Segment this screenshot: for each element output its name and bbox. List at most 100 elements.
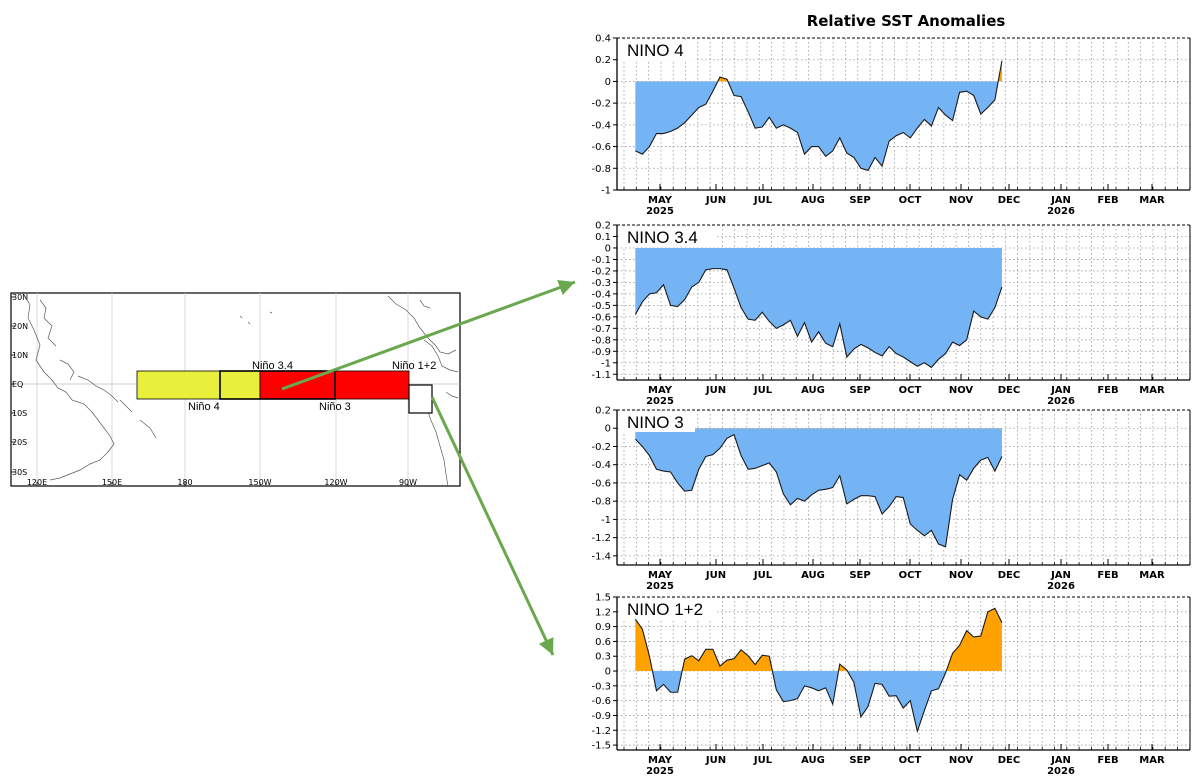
- series-area: [635, 60, 1003, 172]
- y-tick-label: -0.3: [591, 278, 611, 289]
- map-coastline: [445, 391, 459, 399]
- x-tick-label: NOV: [949, 385, 974, 396]
- x-tick-label: AUG: [801, 385, 825, 396]
- x-tick-label: MAR: [1139, 195, 1165, 206]
- map-lon-label: 120W: [324, 478, 347, 487]
- negative-anomaly-area: [635, 247, 1002, 368]
- panel-label-bg: [619, 599, 715, 619]
- y-tick-label: -0.6: [591, 696, 611, 707]
- x-tick-label: JUN: [705, 755, 726, 766]
- nino34-region: [219, 370, 336, 400]
- y-tick-label: -0.7: [591, 324, 611, 335]
- y-tick-label: -0.8: [591, 497, 611, 508]
- x-tick-label: DEC: [998, 385, 1020, 396]
- map-coastline: [119, 399, 133, 413]
- year-label: 2026: [1047, 206, 1075, 217]
- map-coastline: [139, 419, 157, 439]
- y-tick-label: -0.6: [591, 142, 611, 153]
- y-tick-label: 1.5: [595, 593, 611, 604]
- x-tick-label: SEP: [849, 570, 870, 581]
- x-tick-label: OCT: [899, 385, 922, 396]
- y-tick-label: -1.2: [591, 533, 611, 544]
- panel-label: NINO 4: [627, 41, 684, 60]
- negative-anomaly-area: [635, 671, 1002, 732]
- x-tick-label: MAY: [648, 570, 673, 581]
- y-tick-label: 0.2: [595, 221, 611, 232]
- x-tick-label: SEP: [849, 385, 870, 396]
- x-tick-label: JUN: [705, 385, 726, 396]
- map-lon-label: 180: [177, 478, 192, 487]
- y-tick-label: -0.6: [591, 478, 611, 489]
- x-tick-label: JAN: [1050, 755, 1071, 766]
- x-tick-label: DEC: [998, 570, 1020, 581]
- map-coastline: [39, 299, 57, 347]
- arrow-line: [430, 396, 555, 656]
- x-tick-label: SEP: [849, 195, 870, 206]
- x-tick-label: MAY: [648, 195, 673, 206]
- panel-label: NINO 1+2: [627, 600, 703, 619]
- x-tick-label: OCT: [899, 755, 922, 766]
- x-tick-label: DEC: [998, 195, 1020, 206]
- x-tick-label: MAY: [648, 755, 673, 766]
- x-tick-label: OCT: [899, 570, 922, 581]
- series-area: [634, 607, 1003, 734]
- year-label: 2025: [646, 581, 674, 592]
- series-line: [634, 433, 1003, 548]
- x-tick-label: NOV: [949, 570, 974, 581]
- x-tick-label: OCT: [899, 195, 922, 206]
- chart-panel: 0.4 0.2 0 -0.2 -0.4 -0.6 -0.8 -1 MAY JUN JUL AUG SEP…: [591, 34, 1191, 217]
- panel-label-bg: [619, 40, 695, 60]
- series-line: [634, 607, 1003, 734]
- y-tick-label: -1.1: [591, 370, 611, 381]
- y-tick-label: -1: [601, 186, 611, 197]
- map-region-label: Niño 3.4: [252, 360, 293, 372]
- year-label: 2025: [646, 206, 674, 217]
- map-lon-label: 150W: [248, 478, 271, 487]
- map-lat-label: 30N: [12, 293, 28, 302]
- x-tick-label: JUN: [705, 570, 726, 581]
- x-tick-label: DEC: [998, 755, 1020, 766]
- map-lon-label: 150E: [102, 478, 122, 487]
- year-label: 2025: [646, 396, 674, 407]
- y-tick-label: 0.4: [595, 34, 611, 45]
- x-tick-label: JUN: [705, 195, 726, 206]
- panel-label-bg: [619, 412, 695, 432]
- x-tick-label: JUL: [753, 385, 773, 396]
- y-tick-label: 0.9: [595, 622, 611, 633]
- x-tick-label: JUL: [753, 755, 773, 766]
- panel-label: NINO 3: [627, 413, 684, 432]
- map-coastline: [423, 339, 459, 373]
- series-area: [634, 428, 1003, 548]
- map-region-label: Niño 4: [188, 401, 220, 413]
- x-tick-label: JUL: [753, 570, 773, 581]
- figure-title: Relative SST Anomalies: [807, 12, 1006, 30]
- chart-panel: 0.20.10-0.1-0.2-0.3-0.4-0.5-0.6-0.7-0.8-…: [591, 221, 1191, 407]
- x-tick-label: MAR: [1139, 755, 1165, 766]
- x-tick-label: AUG: [801, 755, 825, 766]
- y-tick-label: -0.4: [591, 289, 611, 300]
- nino4-region: [136, 370, 261, 400]
- arrows: [281, 279, 576, 656]
- map-region-label: Niño 1+2: [392, 360, 436, 372]
- arrow-head: [557, 279, 575, 296]
- map-lon-label: 90W: [399, 478, 417, 487]
- year-label: 2026: [1047, 396, 1075, 407]
- x-tick-label: AUG: [801, 570, 825, 581]
- map-coastline: [239, 315, 243, 319]
- x-tick-label: FEB: [1097, 385, 1118, 396]
- y-tick-label: -0.4: [591, 460, 611, 471]
- x-tick-label: NOV: [949, 755, 974, 766]
- x-tick-label: JUL: [753, 195, 773, 206]
- map-coastline: [247, 321, 251, 325]
- chart-panel: 1.5 1.2 0.9 0.6 0.3 0 -0.3 -0.6 -0.9 -1.2 -1.5 MAY J…: [591, 593, 1191, 777]
- x-tick-label: JAN: [1050, 195, 1071, 206]
- x-tick-label: FEB: [1097, 570, 1118, 581]
- y-tick-label: -0.2: [591, 266, 611, 277]
- x-tick-label: JAN: [1050, 385, 1071, 396]
- y-tick-label: -0.2: [591, 99, 611, 110]
- map-lat-label: 20N: [12, 322, 28, 331]
- series-line: [634, 268, 1003, 369]
- map-coastline: [419, 299, 431, 309]
- x-tick-label: NOV: [949, 195, 974, 206]
